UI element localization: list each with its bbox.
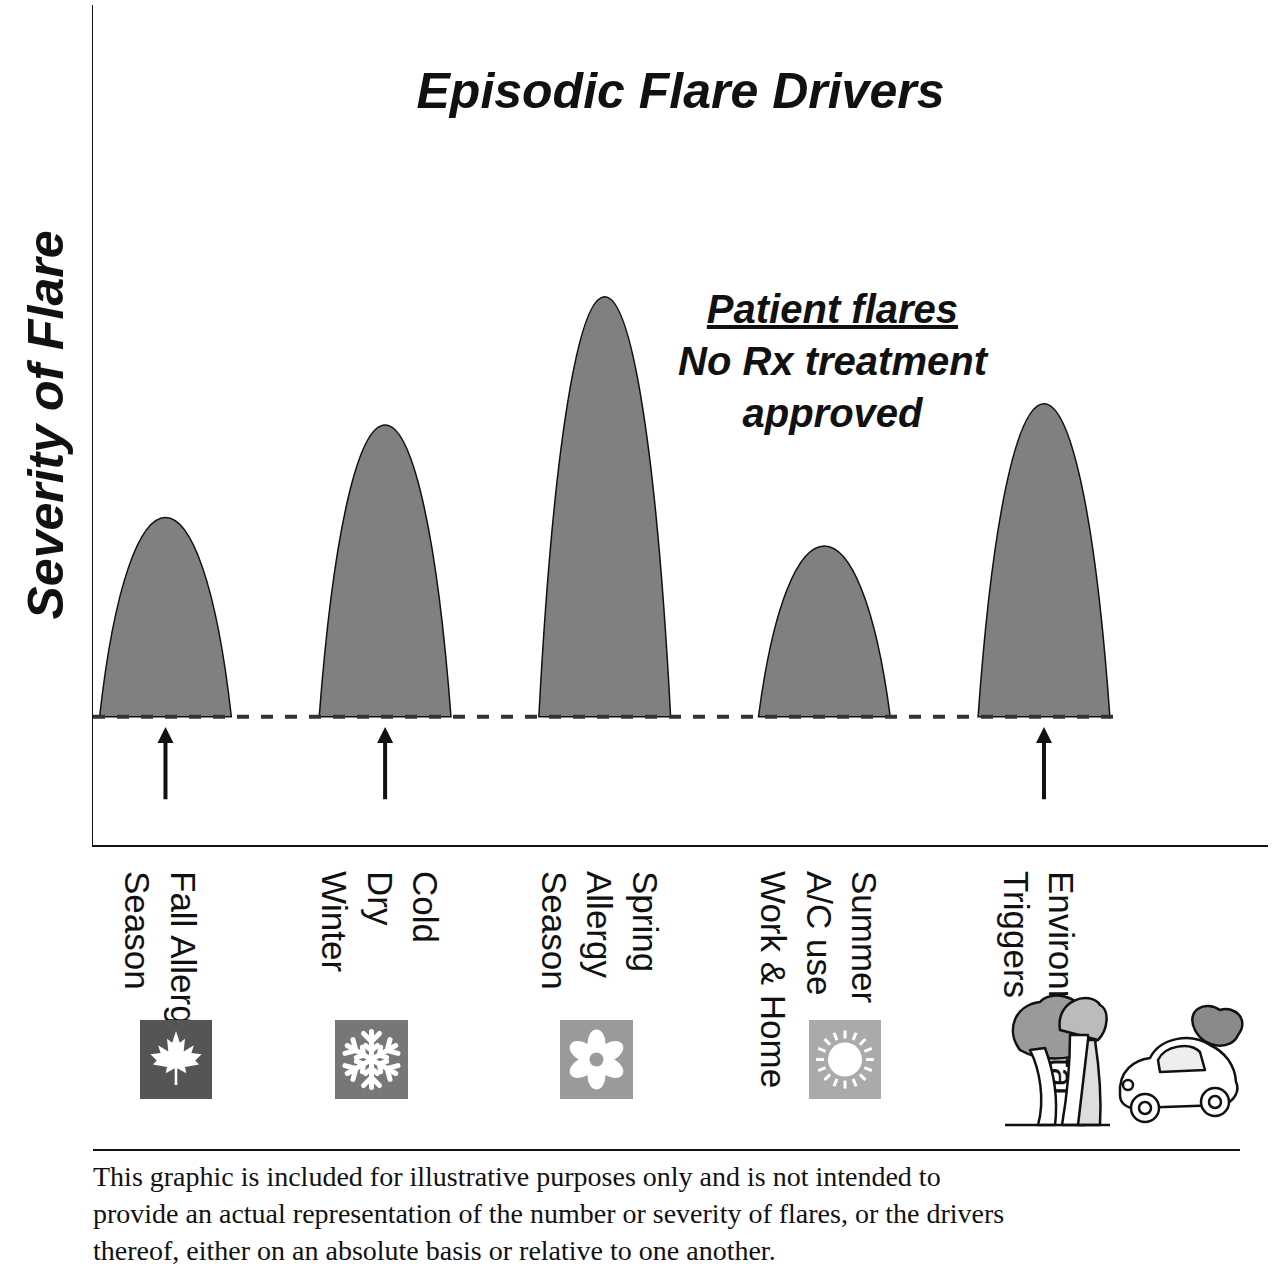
svg-text:ColdDryWinter: ColdDryWinter: [315, 871, 445, 972]
svg-text:EnvironmentalTriggers: EnvironmentalTriggers: [997, 871, 1082, 1095]
svg-text:SummerA/C useWork & Home: SummerA/C useWork & Home: [754, 871, 884, 1088]
svg-text:SpringAllergySeason: SpringAllergySeason: [535, 871, 665, 990]
svg-text:Patient flaresNo Rx treatmenta: Patient flaresNo Rx treatmentapproved: [678, 287, 989, 435]
svg-text:Episodic Flare Drivers: Episodic Flare Drivers: [416, 63, 944, 119]
html-text:This graphic is included for i: This graphic is included for illustrativ…: [93, 1161, 1005, 1266]
svg-text:Severity of Flare: Severity of Flare: [18, 230, 74, 619]
svg-text:Fall AllergySeason: Fall AllergySeason: [118, 871, 203, 1043]
